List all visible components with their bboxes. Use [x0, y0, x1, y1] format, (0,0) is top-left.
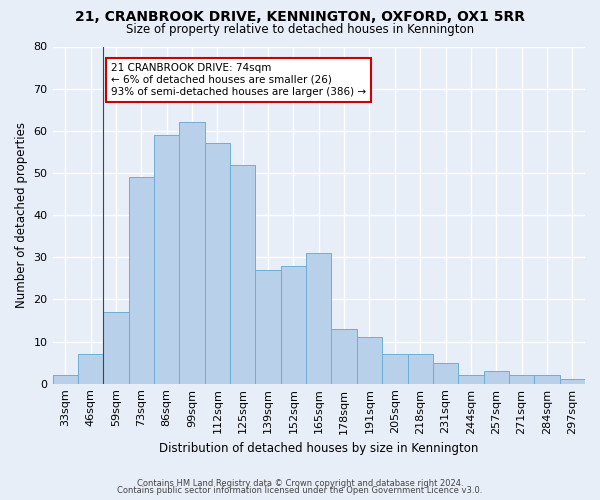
Bar	[179, 122, 205, 384]
Bar	[256, 270, 281, 384]
Bar	[433, 362, 458, 384]
Bar	[458, 376, 484, 384]
Text: 21, CRANBROOK DRIVE, KENNINGTON, OXFORD, OX1 5RR: 21, CRANBROOK DRIVE, KENNINGTON, OXFORD,…	[75, 10, 525, 24]
Bar	[128, 177, 154, 384]
X-axis label: Distribution of detached houses by size in Kennington: Distribution of detached houses by size …	[159, 442, 478, 455]
Text: Contains public sector information licensed under the Open Government Licence v3: Contains public sector information licen…	[118, 486, 482, 495]
Bar	[103, 312, 128, 384]
Bar	[357, 338, 382, 384]
Bar	[78, 354, 103, 384]
Bar	[281, 266, 306, 384]
Bar	[509, 376, 534, 384]
Text: Size of property relative to detached houses in Kennington: Size of property relative to detached ho…	[126, 22, 474, 36]
Bar	[534, 376, 560, 384]
Bar	[154, 135, 179, 384]
Bar	[484, 371, 509, 384]
Text: 21 CRANBROOK DRIVE: 74sqm
← 6% of detached houses are smaller (26)
93% of semi-d: 21 CRANBROOK DRIVE: 74sqm ← 6% of detach…	[111, 64, 366, 96]
Y-axis label: Number of detached properties: Number of detached properties	[15, 122, 28, 308]
Bar	[560, 380, 585, 384]
Bar	[306, 253, 331, 384]
Text: Contains HM Land Registry data © Crown copyright and database right 2024.: Contains HM Land Registry data © Crown c…	[137, 478, 463, 488]
Bar	[53, 376, 78, 384]
Bar	[382, 354, 407, 384]
Bar	[331, 329, 357, 384]
Bar	[205, 144, 230, 384]
Bar	[230, 164, 256, 384]
Bar	[407, 354, 433, 384]
